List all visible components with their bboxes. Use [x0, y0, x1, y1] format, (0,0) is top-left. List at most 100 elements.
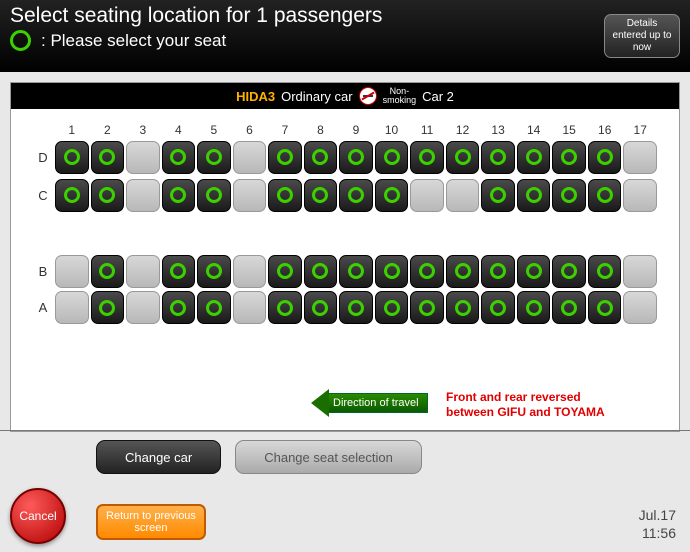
available-seat-icon — [526, 149, 542, 165]
seat-D-16[interactable] — [588, 141, 622, 174]
seat-A-4[interactable] — [162, 291, 196, 324]
seat-C-15[interactable] — [552, 179, 586, 212]
action-buttons: Change car Change seat selection — [96, 440, 422, 474]
legend-row: : Please select your seat — [10, 30, 680, 51]
seat-A-2[interactable] — [91, 291, 125, 324]
seat-A-16[interactable] — [588, 291, 622, 324]
seat-B-10[interactable] — [375, 255, 409, 288]
seat-D-11[interactable] — [410, 141, 444, 174]
seat-C-16[interactable] — [588, 179, 622, 212]
seat-B-16[interactable] — [588, 255, 622, 288]
seat-D-9[interactable] — [339, 141, 373, 174]
seat-D-8[interactable] — [304, 141, 338, 174]
col-num: 4 — [162, 123, 196, 137]
page-title: Select seating location for 1 passengers — [10, 4, 680, 28]
available-seat-icon — [206, 263, 222, 279]
available-seat-icon — [99, 263, 115, 279]
seat-D-15[interactable] — [552, 141, 586, 174]
seat-B-5[interactable] — [197, 255, 231, 288]
change-car-button[interactable]: Change car — [96, 440, 221, 474]
time-label: 11:56 — [639, 524, 676, 542]
available-seat-icon — [277, 149, 293, 165]
details-entered-button[interactable]: Details entered up to now — [604, 14, 680, 58]
seat-B-2[interactable] — [91, 255, 125, 288]
available-seat-icon — [348, 300, 364, 316]
seat-B-9[interactable] — [339, 255, 373, 288]
seat-A-12[interactable] — [446, 291, 480, 324]
train-info-bar: HIDA3 Ordinary car Non-smoking Car 2 — [11, 83, 679, 109]
seat-C-8[interactable] — [304, 179, 338, 212]
available-seat-icon — [455, 149, 471, 165]
seat-C-13[interactable] — [481, 179, 515, 212]
col-num: 16 — [588, 123, 622, 137]
available-seat-icon — [419, 149, 435, 165]
col-num: 5 — [197, 123, 231, 137]
direction-label: Direction of travel — [329, 393, 428, 413]
col-num: 14 — [517, 123, 551, 137]
available-seat-icon — [561, 149, 577, 165]
seat-C-10[interactable] — [375, 179, 409, 212]
available-seat-icon — [170, 263, 186, 279]
seat-C-1[interactable] — [55, 179, 89, 212]
available-seat-icon — [419, 300, 435, 316]
seat-A-15[interactable] — [552, 291, 586, 324]
seat-A-8[interactable] — [304, 291, 338, 324]
seat-row-B: B — [33, 253, 657, 289]
seat-D-7[interactable] — [268, 141, 302, 174]
seat-D-3 — [126, 141, 160, 174]
seat-B-12[interactable] — [446, 255, 480, 288]
available-seat-icon — [170, 187, 186, 203]
seat-D-14[interactable] — [517, 141, 551, 174]
available-seat-icon — [206, 149, 222, 165]
seat-row-C: C — [33, 177, 657, 213]
available-seat-icon — [206, 300, 222, 316]
seat-D-4[interactable] — [162, 141, 196, 174]
available-seat-icon — [384, 300, 400, 316]
reverse-warning: Front and rear reversed between GIFU and… — [446, 390, 605, 421]
seat-row-D: D — [33, 139, 657, 175]
available-seat-icon — [64, 149, 80, 165]
return-button[interactable]: Return to previous screen — [96, 504, 206, 540]
seat-D-2[interactable] — [91, 141, 125, 174]
seat-B-8[interactable] — [304, 255, 338, 288]
seat-B-11[interactable] — [410, 255, 444, 288]
seat-A-13[interactable] — [481, 291, 515, 324]
seat-B-14[interactable] — [517, 255, 551, 288]
seat-D-13[interactable] — [481, 141, 515, 174]
seat-C-7[interactable] — [268, 179, 302, 212]
available-seat-icon — [490, 187, 506, 203]
seat-A-7[interactable] — [268, 291, 302, 324]
change-seat-selection-button[interactable]: Change seat selection — [235, 440, 422, 474]
available-seat-icon — [561, 187, 577, 203]
arrow-head-icon — [311, 389, 329, 417]
available-seat-icon — [277, 263, 293, 279]
seat-A-9[interactable] — [339, 291, 373, 324]
seat-D-1[interactable] — [55, 141, 89, 174]
col-num: 9 — [339, 123, 373, 137]
available-seat-icon — [348, 263, 364, 279]
seat-C-14[interactable] — [517, 179, 551, 212]
seat-A-14[interactable] — [517, 291, 551, 324]
seat-D-5[interactable] — [197, 141, 231, 174]
seat-B-15[interactable] — [552, 255, 586, 288]
seat-C-4[interactable] — [162, 179, 196, 212]
seat-D-10[interactable] — [375, 141, 409, 174]
seat-A-10[interactable] — [375, 291, 409, 324]
seat-C-5[interactable] — [197, 179, 231, 212]
row-label: A — [33, 300, 53, 315]
seat-B-13[interactable] — [481, 255, 515, 288]
seat-D-12[interactable] — [446, 141, 480, 174]
seat-B-7[interactable] — [268, 255, 302, 288]
seat-A-3 — [126, 291, 160, 324]
seat-A-5[interactable] — [197, 291, 231, 324]
col-num: 11 — [410, 123, 444, 137]
available-seat-icon — [526, 263, 542, 279]
cancel-button[interactable]: Cancel — [10, 488, 66, 544]
seat-C-2[interactable] — [91, 179, 125, 212]
seat-B-4[interactable] — [162, 255, 196, 288]
seat-A-11[interactable] — [410, 291, 444, 324]
seat-B-1 — [55, 255, 89, 288]
available-seat-icon — [455, 263, 471, 279]
seat-C-9[interactable] — [339, 179, 373, 212]
date-label: Jul.17 — [639, 506, 676, 524]
